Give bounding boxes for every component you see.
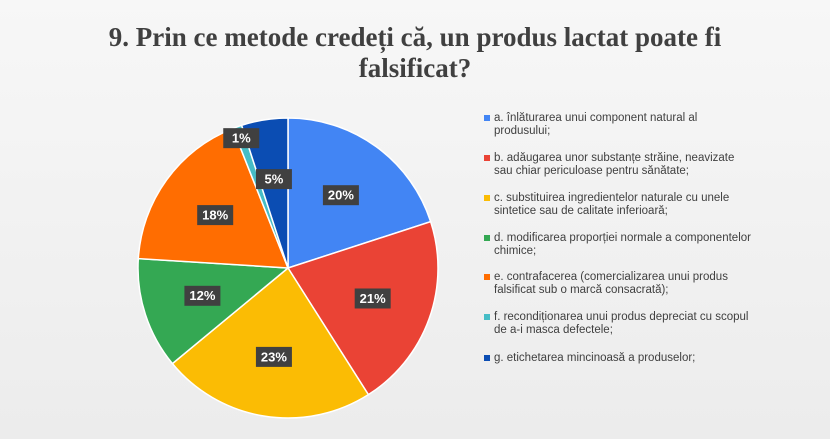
- pie-slice: [287, 117, 432, 270]
- legend-swatch: [484, 274, 490, 280]
- pie-slice: [240, 117, 289, 269]
- data-label-box: [255, 346, 292, 367]
- legend-swatch: [484, 235, 490, 241]
- data-label: 21%: [360, 291, 386, 306]
- pie-slice: [171, 266, 370, 419]
- legend-label: a. înlăturarea unui component natural al…: [494, 112, 698, 137]
- legend-item: g. etichetarea mincinoasă a produselor;: [484, 352, 756, 365]
- legend-swatch: [484, 314, 490, 320]
- data-label-box: [255, 169, 292, 190]
- legend-label: f. recondiționarea unui produs depreciat…: [494, 311, 749, 336]
- data-label: 12%: [189, 288, 215, 303]
- legend-item: f. recondiționarea unui produs depreciat…: [484, 311, 756, 337]
- data-label-box: [354, 288, 391, 309]
- legend-label: d. modificarea proporției normale a comp…: [494, 232, 751, 257]
- legend-label: e. contrafacerea (comercializarea unui p…: [494, 271, 728, 296]
- legend-swatch: [484, 355, 490, 361]
- data-label: 1%: [232, 131, 251, 146]
- data-label-box: [184, 285, 221, 306]
- chart-title: 9. Prin ce metode credeți că, un produs …: [108, 22, 722, 83]
- legend-swatch: [484, 115, 490, 121]
- legend-label: c. substituirea ingredientelor naturale …: [494, 192, 730, 217]
- legend-swatch: [484, 155, 490, 161]
- data-label: 20%: [328, 188, 354, 203]
- data-label: 18%: [202, 208, 228, 223]
- data-label: 5%: [265, 172, 284, 187]
- pie-slice: [137, 257, 290, 365]
- legend-swatch: [484, 195, 490, 201]
- data-label-box: [223, 128, 260, 149]
- legend-label: b. adăugarea unor substanțe străine, nea…: [494, 152, 735, 177]
- legend-item: e. contrafacerea (comercializarea unui p…: [484, 271, 756, 297]
- data-label: 23%: [261, 349, 287, 364]
- legend-item: b. adăugarea unor substanțe străine, nea…: [484, 152, 756, 178]
- pie-slice: [137, 127, 290, 269]
- legend-item: d. modificarea proporției normale a comp…: [484, 232, 756, 258]
- legend-item: a. înlăturarea unui component natural al…: [484, 112, 756, 138]
- legend-label: g. etichetarea mincinoasă a produselor;: [494, 352, 696, 364]
- data-label-box: [197, 205, 234, 226]
- data-label-box: [322, 185, 359, 206]
- legend-item: c. substituirea ingredientelor naturale …: [484, 192, 756, 218]
